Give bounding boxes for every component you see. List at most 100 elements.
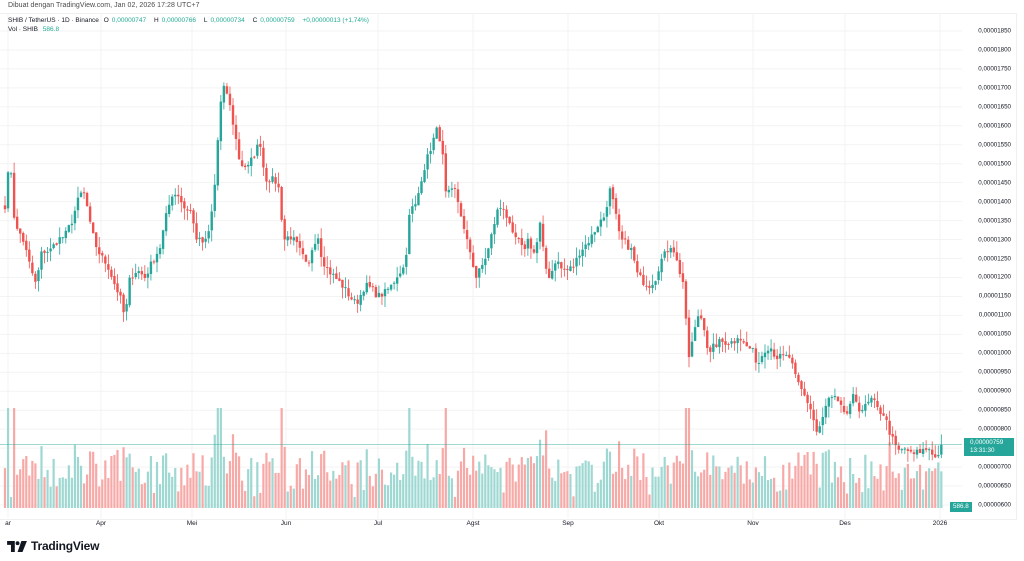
volume-bar bbox=[107, 478, 110, 508]
volume-bar bbox=[569, 474, 572, 508]
candle-body bbox=[809, 403, 812, 410]
volume-bar bbox=[414, 475, 417, 508]
volume-bar bbox=[313, 479, 317, 508]
volume-bar bbox=[472, 455, 475, 508]
candle-body bbox=[113, 276, 116, 285]
candle-body bbox=[821, 417, 824, 426]
candle-body bbox=[432, 137, 435, 151]
candle-body bbox=[128, 277, 131, 306]
volume-bar bbox=[447, 475, 450, 508]
time-tick-label: Nov bbox=[747, 520, 759, 527]
candle-body bbox=[237, 139, 241, 160]
candle-body bbox=[64, 230, 67, 239]
volume-bar bbox=[383, 484, 387, 508]
volume-bar bbox=[204, 485, 207, 508]
candle-body bbox=[639, 272, 642, 275]
candle-body bbox=[85, 192, 89, 207]
volume-bar bbox=[508, 457, 511, 508]
candle-body bbox=[547, 268, 551, 278]
candle-body bbox=[818, 426, 821, 433]
candle-body bbox=[611, 187, 615, 200]
volume-bar bbox=[341, 462, 344, 508]
candle-body bbox=[645, 285, 648, 287]
candle-body bbox=[620, 231, 624, 240]
volume-bar bbox=[548, 468, 551, 508]
volume-bar bbox=[426, 444, 429, 508]
candle-body bbox=[897, 445, 900, 450]
candle-body bbox=[779, 353, 782, 359]
time-axis[interactable]: ar Apr Mei Jun Jul Agst Sep Okt Nov Des 2026 bbox=[0, 520, 962, 530]
volume-bar bbox=[581, 463, 584, 508]
volume-bar bbox=[748, 479, 751, 508]
tradingview-logo[interactable]: TradingView bbox=[7, 539, 99, 553]
candle-body bbox=[906, 449, 910, 451]
volume-bar bbox=[180, 467, 183, 508]
volume-bar bbox=[776, 491, 779, 508]
volume-bar bbox=[493, 469, 496, 508]
chart-legend: SHIB / TetherUS · 1D · Binance O 0,000007… bbox=[8, 16, 372, 34]
candle-body bbox=[657, 271, 660, 281]
volume-bar bbox=[131, 467, 134, 508]
last-volume-tag: 586.8 bbox=[950, 502, 972, 512]
volume-bar bbox=[590, 464, 593, 508]
candle-body bbox=[256, 144, 259, 156]
volume-label[interactable]: Vol · SHIB bbox=[8, 26, 38, 33]
candle-body bbox=[593, 232, 596, 235]
volume-bar bbox=[745, 461, 748, 508]
candle-body bbox=[715, 344, 718, 347]
candle-body bbox=[280, 186, 283, 220]
volume-bar bbox=[630, 475, 633, 508]
candle-body bbox=[268, 181, 271, 183]
candle-body bbox=[614, 198, 618, 214]
volume-bar bbox=[435, 460, 438, 508]
volume-bar bbox=[402, 474, 405, 508]
volume-bar bbox=[928, 468, 931, 508]
candle-body bbox=[98, 247, 101, 255]
candle-body bbox=[824, 405, 827, 418]
candle-body bbox=[493, 223, 496, 235]
candle-body bbox=[654, 281, 657, 285]
volume-bar bbox=[915, 471, 919, 508]
volume-bar bbox=[918, 464, 922, 508]
candle-body bbox=[259, 143, 262, 147]
candle-body bbox=[125, 304, 128, 312]
candle-body bbox=[596, 226, 599, 233]
candle-body bbox=[924, 448, 928, 450]
volume-bar bbox=[925, 471, 928, 508]
price-axis[interactable]: 0,00001850 0,00001800 0,00001750 0,00001700… bbox=[962, 13, 1017, 520]
symbol-title[interactable]: SHIB / TetherUS · 1D · Binance bbox=[8, 17, 99, 24]
volume-bar bbox=[563, 472, 566, 508]
candle-body bbox=[544, 247, 548, 269]
volume-bar bbox=[675, 455, 678, 508]
volume-bar bbox=[49, 486, 52, 508]
candle-body bbox=[903, 448, 907, 450]
candle-body bbox=[225, 86, 229, 94]
volume-bar bbox=[365, 449, 368, 508]
bar-countdown: 13:31:30 bbox=[970, 446, 995, 454]
volume-bar bbox=[9, 497, 13, 508]
candle-body bbox=[380, 293, 384, 297]
volume-bar bbox=[812, 451, 815, 508]
price-tick-label: 0,00000900 bbox=[978, 387, 1011, 395]
candle-body bbox=[67, 225, 71, 232]
volume-bar bbox=[237, 456, 241, 508]
volume-bar bbox=[89, 451, 92, 508]
volume-bar bbox=[897, 473, 900, 508]
volume-bar bbox=[201, 455, 204, 508]
candle-body bbox=[499, 207, 502, 209]
candle-body bbox=[842, 405, 846, 412]
volume-bar bbox=[286, 491, 289, 508]
volume-bar bbox=[845, 493, 849, 508]
volume-bar bbox=[821, 452, 824, 508]
time-tick-label: Okt bbox=[653, 520, 665, 527]
volume-bar bbox=[481, 473, 484, 508]
candle-body bbox=[833, 395, 837, 398]
volume-bar bbox=[25, 455, 28, 508]
candle-body bbox=[271, 176, 274, 182]
volume-bar bbox=[183, 485, 186, 508]
volume-bar bbox=[207, 485, 210, 508]
volume-bar bbox=[703, 469, 706, 508]
price-chart-plot[interactable] bbox=[0, 13, 962, 520]
volume-bar bbox=[788, 462, 791, 508]
